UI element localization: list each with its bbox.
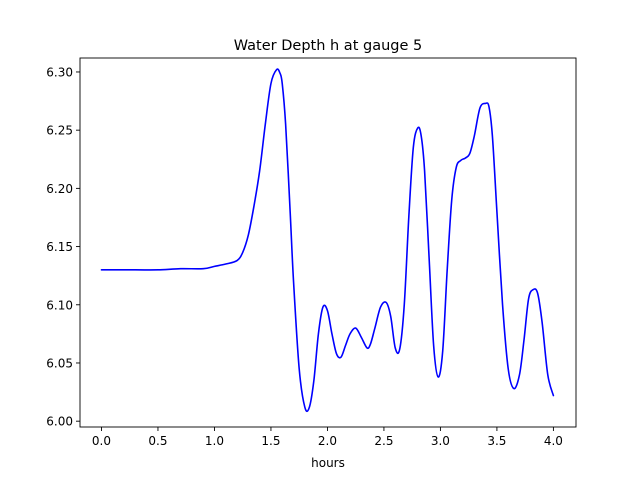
y-tick-label: 6.05 <box>46 356 73 370</box>
plot-area <box>80 58 576 427</box>
x-axis-label: hours <box>311 456 345 470</box>
data-layer <box>100 68 555 413</box>
y-tick-label: 6.30 <box>46 65 73 79</box>
x-tick-label: 2.0 <box>318 434 337 448</box>
chart-title: Water Depth h at gauge 5 <box>234 38 422 54</box>
x-axis: 0.0 0.5 1.0 1.5 2.0 2.5 3.0 3.5 4.0 <box>92 427 563 448</box>
x-tick-label: 4.0 <box>544 434 563 448</box>
y-tick-label: 6.00 <box>46 415 73 429</box>
x-tick-label: 0.0 <box>92 434 111 448</box>
series-line-0 <box>100 68 555 413</box>
y-axis: 6.00 6.05 6.10 6.15 6.20 6.25 6.30 <box>46 65 80 429</box>
y-tick-label: 6.20 <box>46 182 73 196</box>
x-tick-label: 2.5 <box>374 434 393 448</box>
x-tick-label: 3.5 <box>487 434 506 448</box>
y-tick-label: 6.15 <box>46 240 73 254</box>
y-tick-label: 6.10 <box>46 298 73 312</box>
y-tick-label: 6.25 <box>46 124 73 138</box>
x-tick-label: 0.5 <box>148 434 167 448</box>
x-tick-label: 1.0 <box>205 434 224 448</box>
axes-frame <box>79 57 577 428</box>
x-tick-label: 3.0 <box>431 434 450 448</box>
x-tick-label: 1.5 <box>261 434 280 448</box>
